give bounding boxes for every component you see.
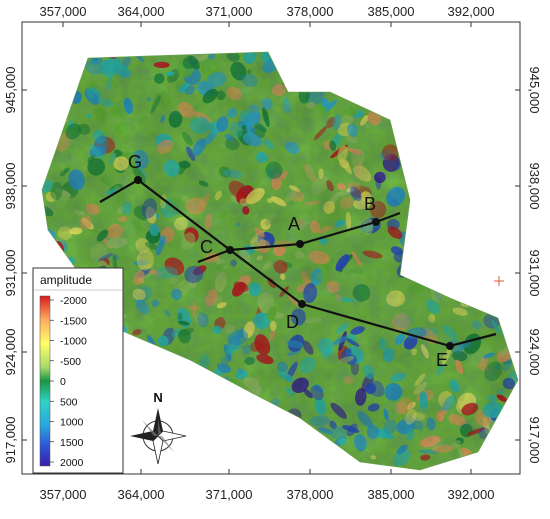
x-tick-bottom-label: 385,000 [368,487,415,502]
x-tick-top-label: 364,000 [118,4,165,19]
y-tick-right-label: 917,000 [527,417,542,464]
x-tick-top-label: 371,000 [206,4,253,19]
legend-tick-label: -2000 [60,295,87,307]
legend: amplitude -2000 -1500 -1000 -500 0 500 1000 150… [32,267,124,474]
y-tick-right-label: 924,000 [527,329,542,376]
y-axis-right: 945,000 938,000 931,000 924,000 917,000 [515,67,542,464]
point-d-label: D [286,312,299,332]
x-tick-bottom-label: 357,000 [40,487,87,502]
legend-tick-label: 1500 [60,437,84,449]
point-e-label: E [436,350,448,370]
legend-colorbar [39,295,51,467]
x-axis-top: 357,000 364,000 371,000 378,000 385,000 392,0… [40,4,495,27]
legend-tick-label: -1000 [60,336,87,348]
y-tick-right-label: 938,000 [527,163,542,210]
y-tick-left-label: 924,000 [3,329,18,376]
point-d-marker [298,300,306,308]
y-tick-left-label: 931,000 [3,250,18,297]
compass: N [130,390,187,465]
x-tick-top-label: 385,000 [368,4,415,19]
legend-tick-label: 1000 [60,417,84,429]
x-tick-bottom-label: 364,000 [118,487,165,502]
point-a-marker [296,240,304,248]
x-tick-top-label: 392,000 [448,4,495,19]
x-axis-bottom: 357,000 364,000 371,000 378,000 385,000 392,0… [40,469,495,502]
compass-rose-icon [130,408,187,465]
legend-tick-label: -1500 [60,315,87,327]
legend-tick-label: 500 [60,396,78,408]
profile-g-e [99,178,497,348]
point-b-marker [372,218,380,226]
y-axis-left: 945,000 938,000 931,000 924,000 917,000 [3,67,27,464]
point-c-marker [226,246,234,254]
y-tick-left-label: 917,000 [3,417,18,464]
legend-tick-label: 0 [60,376,66,388]
x-tick-bottom-label: 371,000 [206,487,253,502]
point-g-marker [134,176,142,184]
y-tick-right-label: 931,000 [527,250,542,297]
x-tick-bottom-label: 392,000 [448,487,495,502]
y-tick-right-label: 945,000 [527,67,542,114]
point-c-label: C [200,237,213,257]
legend-tick-label: -500 [60,356,81,368]
plus-marker-icon [494,276,504,286]
legend-title: amplitude [40,273,92,287]
x-tick-bottom-label: 378,000 [287,487,334,502]
profile-points: G C A B D E [128,152,454,370]
legend-tick-label: 2000 [60,457,84,469]
point-e-marker [446,342,454,350]
y-tick-left-label: 945,000 [3,67,18,114]
point-a-label: A [288,214,300,234]
point-g-label: G [128,152,142,172]
point-b-label: B [364,194,376,214]
x-tick-top-label: 357,000 [40,4,87,19]
y-tick-left-label: 938,000 [3,163,18,210]
x-tick-top-label: 378,000 [287,4,334,19]
north-label: N [153,390,162,405]
